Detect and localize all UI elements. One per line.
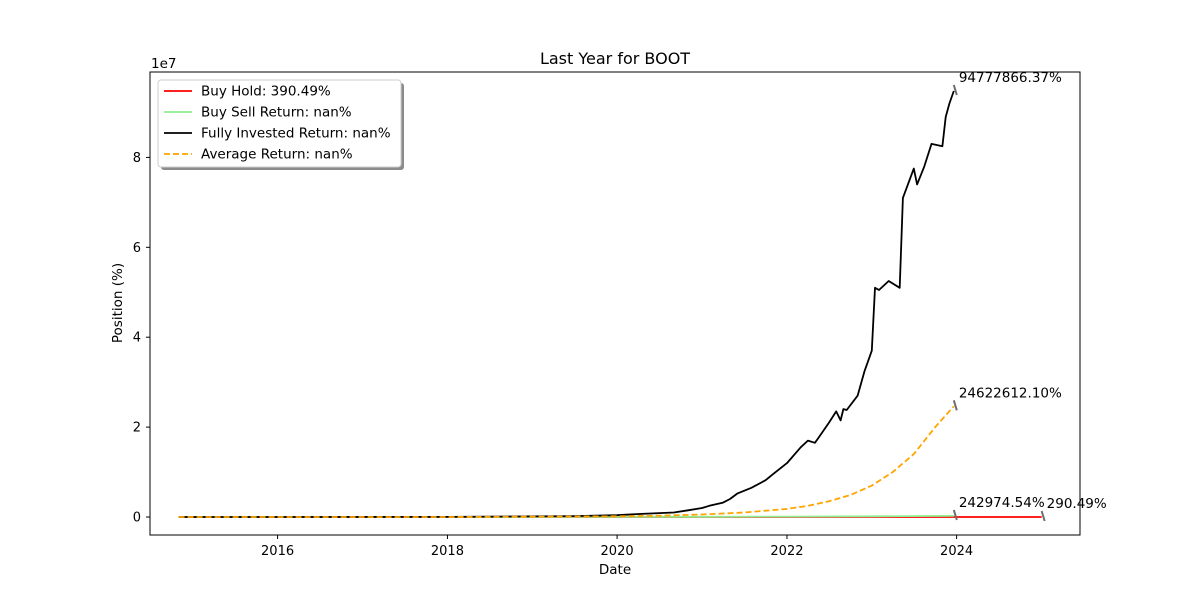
- legend-label: Fully Invested Return: nan%: [201, 126, 391, 142]
- x-tick-label: 2016: [261, 544, 294, 559]
- legend-label: Buy Hold: 390.49%: [201, 84, 331, 100]
- y-tick-label: 4: [133, 331, 141, 346]
- annotation-label: 94777866.37%: [959, 70, 1062, 86]
- annotation-label: 290.49%: [1047, 496, 1107, 512]
- x-tick-label: 2020: [601, 544, 634, 559]
- plot-frame: [149, 71, 1081, 536]
- y-tick-label: 2: [133, 421, 141, 436]
- annotation-marker: [952, 84, 958, 96]
- y-tick-label: 8: [133, 151, 141, 166]
- annotation-marker: [952, 400, 958, 411]
- series-line: [178, 90, 955, 518]
- series-line: [178, 405, 955, 518]
- legend: Buy Hold: 390.49% Buy Sell Return: nan% Fu…: [157, 79, 404, 170]
- x-tick-label: 2024: [940, 544, 973, 559]
- legend-label: Buy Sell Return: nan%: [201, 105, 352, 121]
- annotation-label: 242974.54%: [959, 495, 1045, 511]
- x-tick-label: 2018: [431, 544, 464, 559]
- legend-box: [157, 79, 402, 168]
- legend-label: Average Return: nan%: [201, 147, 353, 163]
- x-axis-label: Date: [599, 562, 631, 578]
- annotation-label: 24622612.10%: [959, 385, 1062, 401]
- annotation-marker: [952, 509, 958, 521]
- y-tick-label: 6: [133, 241, 141, 256]
- x-tick-label: 2022: [770, 544, 803, 559]
- y-axis-label: Position (%): [110, 263, 126, 343]
- annotation-marker: [1040, 510, 1046, 522]
- y-offset-label: 1e7: [151, 56, 176, 72]
- y-tick-label: 0: [133, 511, 141, 526]
- chart-title: Last Year for BOOT: [540, 49, 690, 68]
